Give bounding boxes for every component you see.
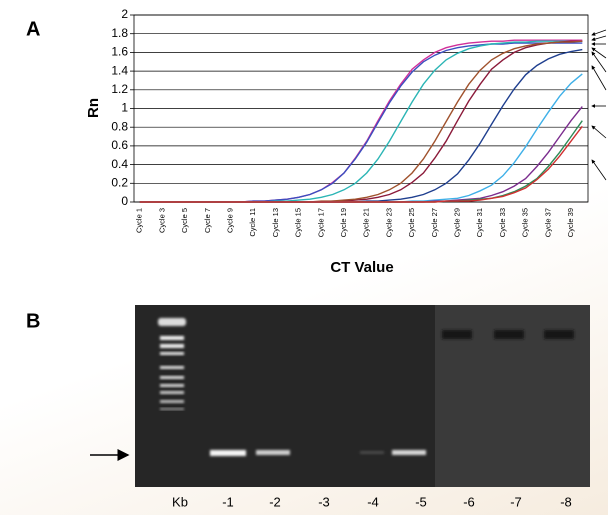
x-tick-label: Cycle 19 xyxy=(339,208,348,237)
page: A B Rn CT Value 0 0.2 0.4 0.6 0.8 1 1.2 1.4 xyxy=(0,0,608,515)
x-tick-label: Cycle 33 xyxy=(498,208,507,237)
x-tick-label: Cycle 25 xyxy=(407,208,416,237)
y-tick-label: 2 xyxy=(121,7,128,21)
lane-label: -4 xyxy=(367,494,379,509)
x-tick-label: Cycle 1 xyxy=(135,208,144,233)
x-tick-label: Cycle 11 xyxy=(248,208,257,237)
panel-label: B xyxy=(26,310,40,332)
x-tick-label: Cycle 21 xyxy=(362,208,371,237)
y-tick-label: 1.2 xyxy=(111,82,128,96)
x-tick-label: Cycle 27 xyxy=(430,208,439,237)
x-tick-label: Cycle 29 xyxy=(452,208,461,237)
x-tick-label: Cycle 3 xyxy=(157,208,166,233)
y-axis-label: Rn xyxy=(85,98,102,118)
figure: A B Rn CT Value 0 0.2 0.4 0.6 0.8 1 1.2 1.4 xyxy=(0,0,608,515)
y-tick-label: 1.4 xyxy=(111,63,128,77)
x-tick-label: Cycle 5 xyxy=(180,208,189,233)
x-axis-label: CT Value xyxy=(330,259,393,276)
x-tick-label: Cycle 17 xyxy=(316,208,325,237)
pointer-arrows xyxy=(592,30,606,180)
y-tick-label: 0.6 xyxy=(111,138,128,152)
x-tick-label: Cycle 15 xyxy=(294,208,303,237)
lane-label: -2 xyxy=(269,494,281,509)
lane-label: -6 xyxy=(463,494,475,509)
gel-image xyxy=(135,305,590,487)
lane-label: -1 xyxy=(222,494,234,509)
lane-label: -3 xyxy=(318,494,330,509)
y-tick-label: 0.8 xyxy=(111,119,128,133)
panel-label: A xyxy=(26,18,40,40)
x-tick-label: Cycle 31 xyxy=(475,208,484,237)
y-tick-label: 1.8 xyxy=(111,26,128,40)
x-tick-label: Cycle 9 xyxy=(225,208,234,233)
lane-label: -7 xyxy=(510,494,522,509)
lane-label: -5 xyxy=(415,494,427,509)
x-tick-label: Cycle 13 xyxy=(271,208,280,237)
lane-label: Kb xyxy=(172,494,188,509)
y-tick-label: 0.2 xyxy=(111,175,128,189)
lane-label: -8 xyxy=(560,494,572,509)
y-tick-label: 0.4 xyxy=(111,157,128,171)
x-tick-label: Cycle 39 xyxy=(566,208,575,237)
y-tick-label: 0 xyxy=(121,194,128,208)
y-tick-label: 1 xyxy=(121,101,128,115)
x-tick-label: Cycle 23 xyxy=(384,208,393,237)
x-tick-label: Cycle 37 xyxy=(543,208,552,237)
x-tick-label: Cycle 35 xyxy=(521,208,530,237)
x-tick-label: Cycle 7 xyxy=(203,208,212,233)
y-tick-label: 1.6 xyxy=(111,45,128,59)
